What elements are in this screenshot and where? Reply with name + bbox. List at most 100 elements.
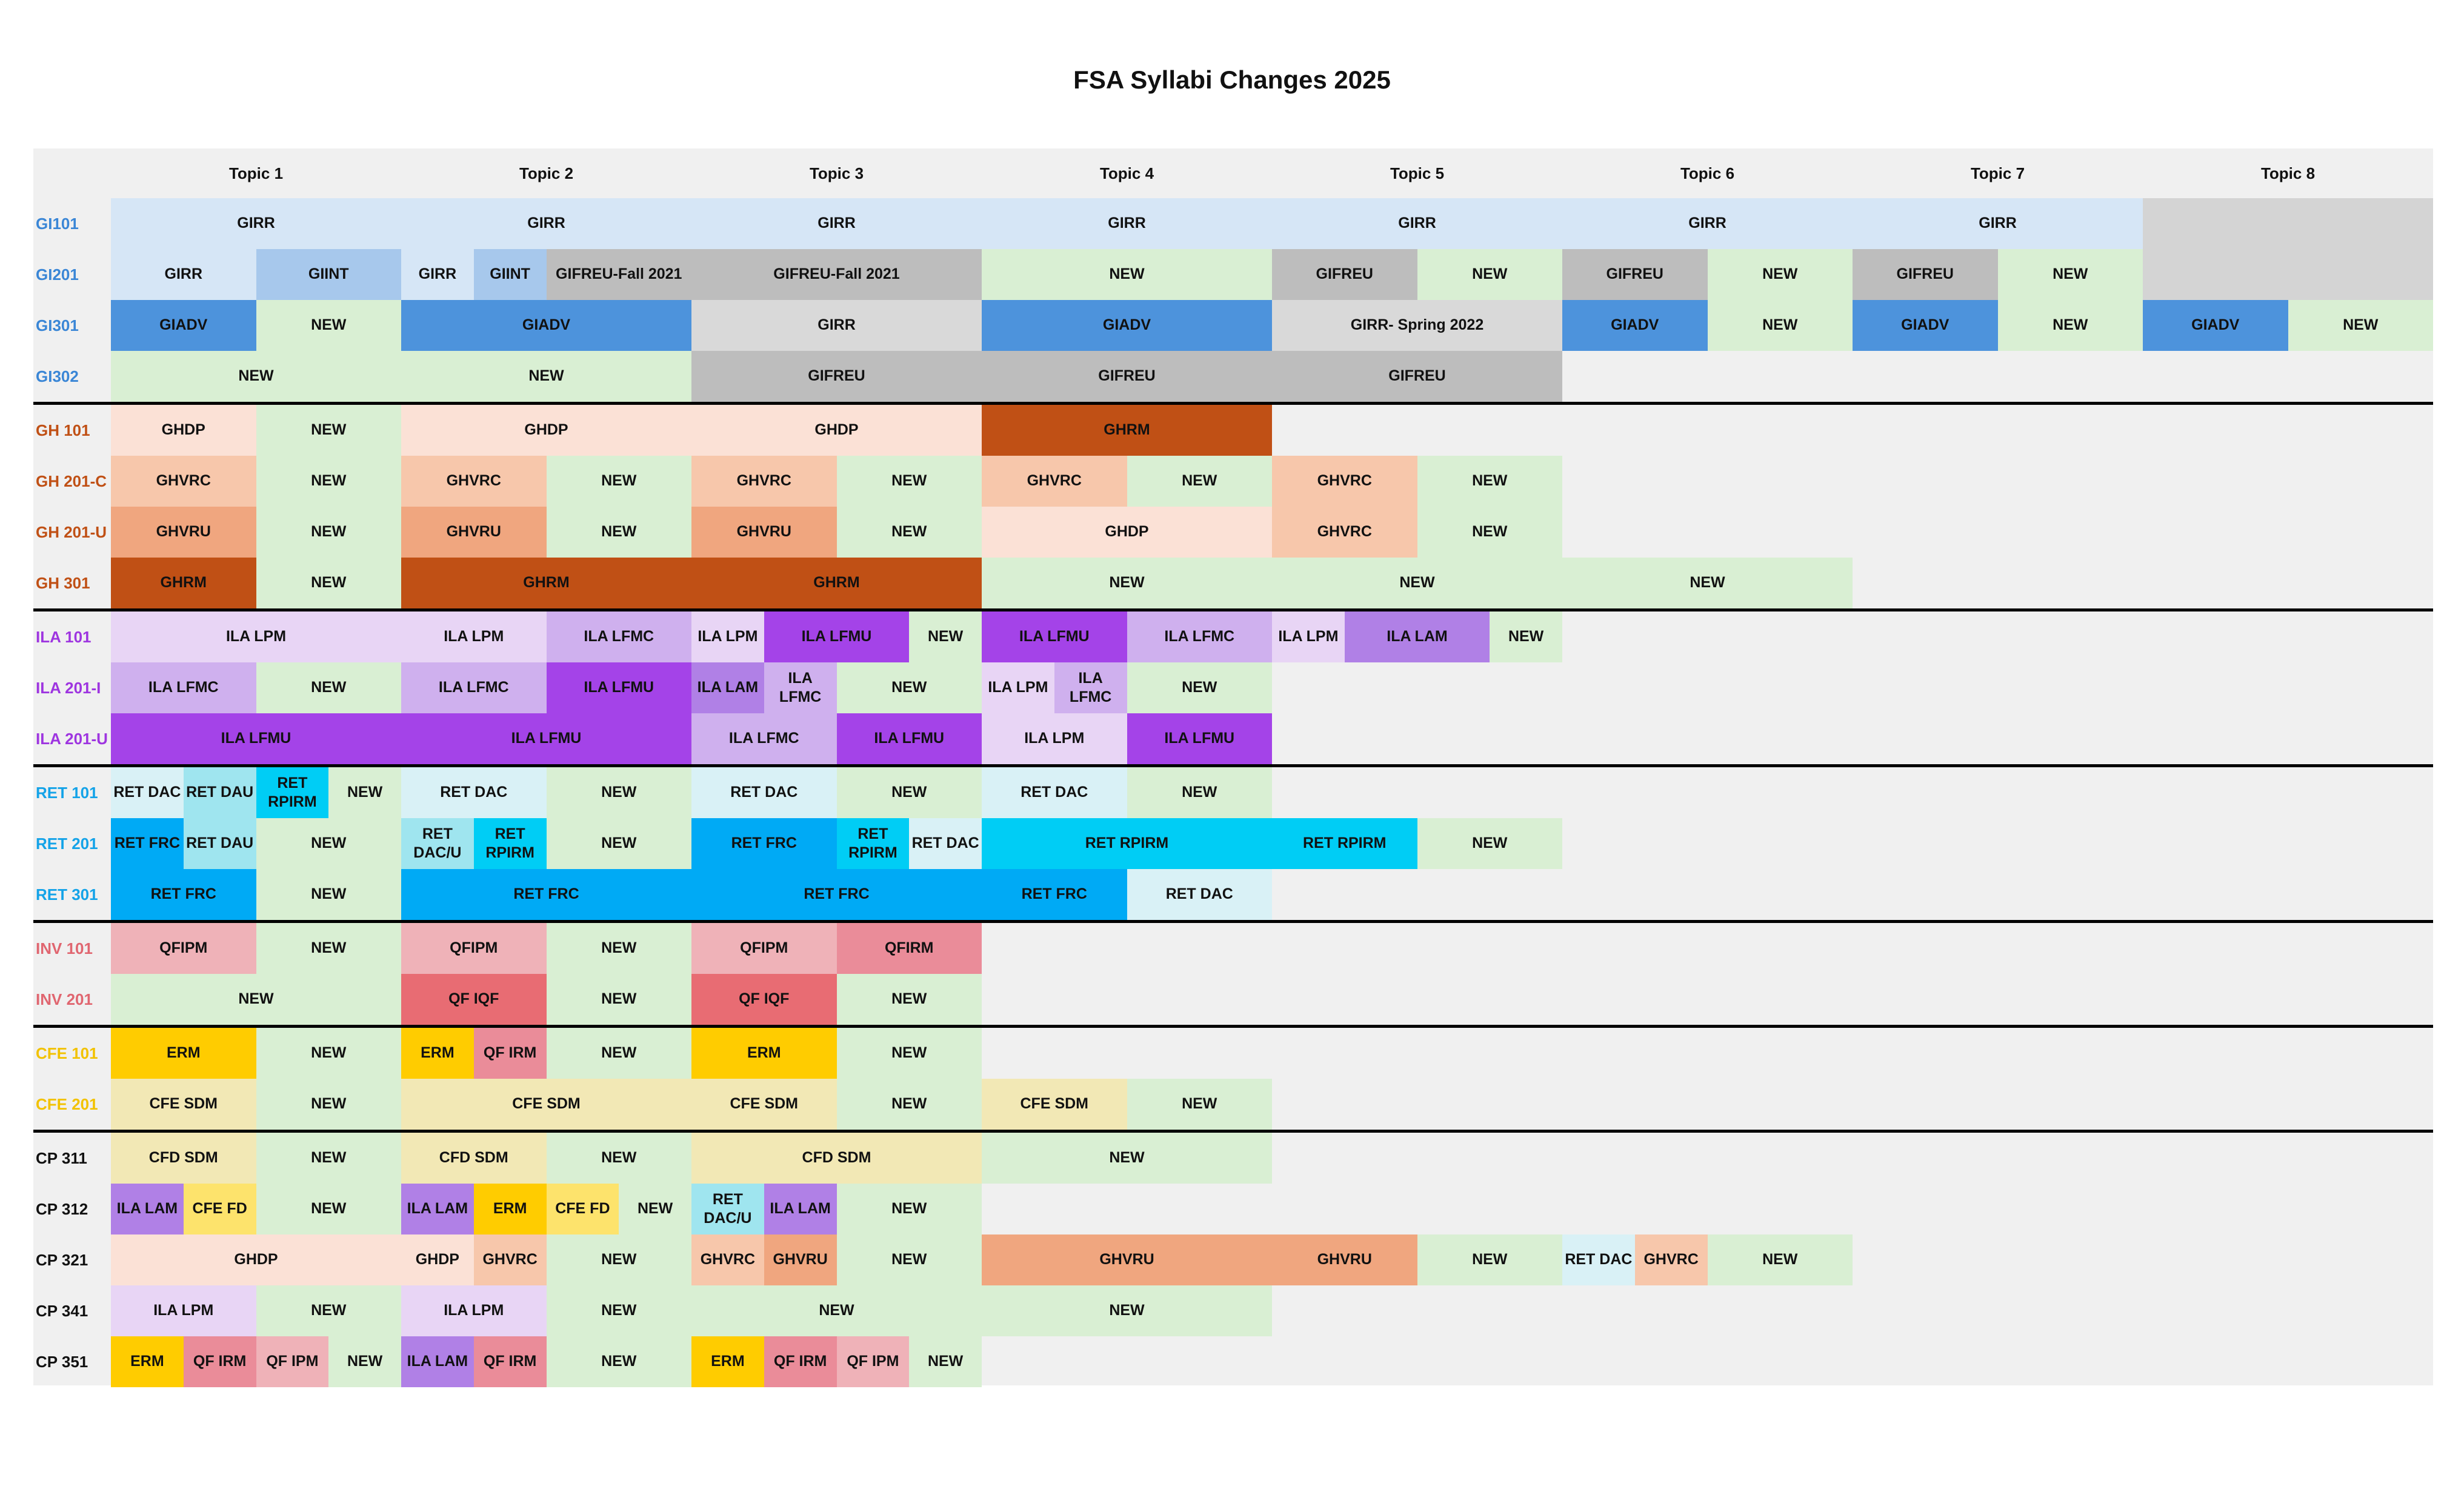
syllabus-cell: GIRR: [401, 198, 691, 249]
syllabus-cell: NEW: [256, 456, 401, 507]
syllabus-cell: CFE FD: [183, 1184, 256, 1234]
syllabus-cell: NEW: [546, 1028, 691, 1079]
syllabus-cell: NEW: [546, 767, 691, 818]
syllabus-cell: ILA LAM: [401, 1184, 474, 1234]
syllabus-cell: GIINT: [256, 249, 401, 300]
syllabus-cell: ILA LFMC: [764, 662, 837, 713]
topic-header-4: Topic 4: [1099, 164, 1154, 182]
syllabus-cell: GHRM: [401, 558, 691, 608]
syllabus-cell: ILA LFMC: [546, 611, 691, 662]
row-label: CP 311: [36, 1148, 87, 1167]
syllabus-cell: NEW: [836, 507, 982, 558]
row-label: GH 201-C: [36, 471, 107, 490]
syllabus-cell: CFD SDM: [111, 1133, 256, 1184]
syllabus-cell: RET DAC: [401, 767, 547, 818]
syllabus-cell: NEW: [1127, 767, 1272, 818]
row-label: RET 301: [36, 885, 98, 904]
syllabus-cell: NEW: [982, 558, 1272, 608]
syllabus-cell: GHVRC: [691, 456, 837, 507]
syllabus-cell: QFIRM: [836, 923, 982, 974]
syllabus-cell: GIRR: [1272, 198, 1562, 249]
syllabus-cell: NEW: [1417, 456, 1562, 507]
syllabus-cell: NEW: [836, 974, 982, 1025]
topic-header-7: Topic 7: [1970, 164, 2025, 182]
syllabus-cell: ERM: [691, 1028, 837, 1079]
syllabus-cell: ILA LPM: [111, 611, 401, 662]
syllabus-cell: GHVRC: [1272, 456, 1417, 507]
syllabus-cell: GHVRC: [401, 456, 547, 507]
row-label: CP 321: [36, 1250, 88, 1269]
syllabus-cell: RET FRC: [401, 869, 691, 920]
syllabus-cell: NEW: [256, 923, 401, 974]
syllabus-cell: NEW: [836, 456, 982, 507]
row-label: CP 351: [36, 1352, 88, 1371]
syllabus-cell: ILA LPM: [691, 611, 764, 662]
syllabus-cell: NEW: [1562, 558, 1853, 608]
syllabus-cell: NEW: [256, 1285, 401, 1336]
syllabus-cell: NEW: [1997, 300, 2143, 351]
syllabus-cell: GHVRC: [982, 456, 1127, 507]
syllabus-cell: RET DAC: [982, 767, 1127, 818]
topic-header-2: Topic 2: [519, 164, 574, 182]
syllabus-cell: CFD SDM: [691, 1133, 982, 1184]
syllabus-cell: CFE SDM: [691, 1079, 837, 1130]
syllabus-cell: [2143, 249, 2433, 300]
syllabus-cell: NEW: [1417, 507, 1562, 558]
syllabus-cell: ILA LFMC: [1054, 662, 1127, 713]
syllabus-cell: GIRR: [1562, 198, 1853, 249]
syllabus-cell: QF IQF: [691, 974, 837, 1025]
syllabus-cell: RET RPIRM: [473, 818, 547, 869]
syllabus-cell: NEW: [328, 1336, 401, 1387]
syllabus-cell: GIADV: [111, 300, 256, 351]
syllabus-cell: GIADV: [401, 300, 691, 351]
syllabus-cell: RET RPIRM: [1272, 818, 1417, 869]
syllabus-cell: NEW: [256, 1028, 401, 1079]
syllabus-cell: NEW: [836, 1028, 982, 1079]
syllabus-cell: GIADV: [982, 300, 1272, 351]
group-separator: [33, 402, 2433, 405]
syllabus-cell: RET DAC: [691, 767, 837, 818]
syllabus-cell: GHVRC: [1272, 507, 1417, 558]
syllabus-cell: GIRR: [111, 249, 256, 300]
syllabus-cell: GHVRU: [764, 1234, 837, 1285]
syllabus-cell: ILA LFMC: [111, 662, 256, 713]
syllabus-cell: GHRM: [982, 405, 1272, 456]
syllabus-cell: RET FRC: [691, 818, 837, 869]
syllabus-cell: GIFREU: [1272, 249, 1417, 300]
syllabus-cell: NEW: [546, 974, 691, 1025]
syllabus-cell: NEW: [256, 1079, 401, 1130]
syllabus-cell: NEW: [909, 1336, 982, 1387]
syllabus-cell: NEW: [546, 1336, 691, 1387]
syllabus-cell: NEW: [256, 818, 401, 869]
syllabus-cell: RET FRC: [111, 818, 184, 869]
syllabus-cell: GIRR: [691, 300, 982, 351]
syllabus-cell: GIADV: [1562, 300, 1708, 351]
syllabus-cell: NEW: [1127, 456, 1272, 507]
syllabus-cell: GIRR: [1853, 198, 2143, 249]
row-label: GI302: [36, 367, 79, 385]
syllabus-cell: NEW: [256, 300, 401, 351]
syllabus-cell: ILA LPM: [982, 662, 1054, 713]
syllabus-cell: NEW: [111, 351, 401, 402]
group-separator: [33, 1130, 2433, 1133]
syllabus-cell: ILA LFMU: [546, 662, 691, 713]
syllabus-cell: NEW: [836, 767, 982, 818]
syllabus-cell: NEW: [1707, 249, 1853, 300]
syllabus-cell: NEW: [256, 869, 401, 920]
syllabus-cell: RET RPIRM: [836, 818, 910, 869]
syllabus-cell: NEW: [546, 1285, 691, 1336]
syllabus-cell: GIRR- Spring 2022: [1272, 300, 1562, 351]
syllabus-cell: CFE SDM: [111, 1079, 256, 1130]
row-label: CFE 201: [36, 1095, 98, 1113]
syllabus-cell: GIRR: [111, 198, 401, 249]
syllabus-cell: NEW: [1997, 249, 2143, 300]
syllabus-cell: ILA LPM: [982, 713, 1127, 764]
syllabus-cell: RET RPIRM: [982, 818, 1272, 869]
syllabus-cell: GHDP: [401, 1234, 474, 1285]
syllabus-cell: ERM: [111, 1028, 256, 1079]
syllabus-cell: GHVRC: [691, 1234, 764, 1285]
syllabus-cell: NEW: [1417, 249, 1562, 300]
group-separator: [33, 764, 2433, 767]
syllabus-cell: GIFREU: [691, 351, 982, 402]
syllabus-cell: NEW: [1490, 611, 1562, 662]
